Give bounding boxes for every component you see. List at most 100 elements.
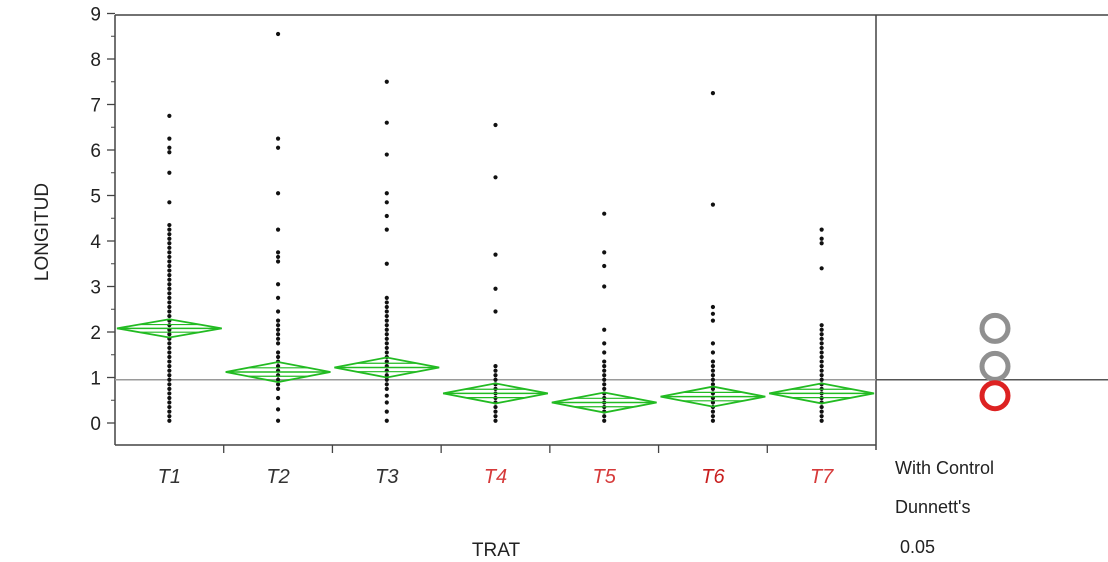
data-point-t1 — [167, 313, 172, 319]
data-point-t6 — [710, 400, 716, 405]
data-point-t1 — [167, 309, 172, 314]
data-point-t3 — [384, 345, 389, 351]
data-point-t2 — [275, 377, 281, 382]
data-point-t7 — [819, 404, 824, 410]
y-tick-label: 7 — [90, 96, 101, 117]
data-point-t6 — [710, 382, 716, 387]
x-tick-label-t2: T2 — [266, 466, 289, 488]
data-point-t4 — [493, 418, 498, 423]
data-point-t1 — [167, 232, 172, 237]
data-point-t1 — [167, 300, 172, 305]
y-tick-label: 5 — [90, 187, 101, 208]
y-tick-label: 0 — [90, 414, 101, 435]
side-panel-label-alpha: 0.05 — [900, 537, 935, 557]
data-point-t1 — [167, 291, 172, 296]
data-point-t2 — [275, 407, 281, 412]
data-point-t1 — [167, 332, 172, 337]
data-point-t4 — [493, 252, 498, 257]
data-point-t4 — [493, 414, 498, 419]
data-point-t6 — [710, 350, 716, 355]
data-point-t3 — [384, 191, 389, 196]
data-point-t1 — [167, 354, 172, 360]
data-point-t2 — [275, 395, 281, 401]
data-point-t3 — [384, 418, 389, 423]
comparison-circles-layer — [979, 312, 1011, 412]
data-point-t2 — [275, 364, 281, 369]
data-point-t7 — [819, 409, 824, 414]
data-point-t1 — [167, 391, 172, 396]
data-point-t7 — [819, 236, 824, 241]
data-point-t1 — [167, 400, 172, 405]
data-point-t4 — [493, 122, 498, 128]
data-point-t6 — [710, 418, 716, 423]
data-point-t5 — [602, 341, 607, 346]
data-point-t7 — [819, 350, 824, 355]
x-tick-label-t7: T7 — [810, 466, 834, 488]
x-tick-label-t4: T4 — [484, 466, 507, 488]
data-point-t3 — [384, 309, 389, 314]
data-point-t7 — [819, 359, 824, 364]
data-point-t2 — [275, 327, 281, 332]
data-point-t1 — [167, 295, 172, 300]
data-point-t7 — [819, 418, 824, 423]
x-tick-label-t5: T5 — [593, 466, 617, 488]
y-tick-label: 4 — [90, 232, 101, 253]
data-point-t3 — [384, 227, 389, 232]
data-point-t3 — [384, 318, 389, 323]
data-point-t1 — [167, 136, 172, 141]
data-point-t3 — [384, 400, 389, 405]
data-point-t1 — [167, 145, 172, 150]
data-point-t1 — [167, 345, 172, 351]
data-point-t1 — [167, 323, 172, 328]
data-point-t1 — [167, 418, 172, 423]
data-point-t6 — [710, 359, 716, 364]
data-point-t5 — [602, 284, 607, 289]
data-point-t1 — [167, 236, 172, 241]
data-point-t2 — [275, 282, 281, 287]
data-point-t1 — [167, 414, 172, 419]
data-point-t1 — [167, 222, 172, 228]
data-point-t2 — [275, 309, 281, 314]
data-point-t6 — [710, 377, 716, 382]
y-axis: 0 1 2 3 4 5 6 7 8 9 — [90, 5, 115, 435]
side-panel-label-dunnetts: Dunnett's — [895, 497, 970, 517]
data-point-t4 — [493, 409, 498, 414]
data-point-t3 — [384, 304, 389, 310]
data-point-t6 — [710, 91, 716, 96]
data-point-t5 — [602, 418, 607, 423]
data-point-t3 — [384, 200, 389, 205]
data-point-t6 — [710, 386, 716, 391]
data-point-t5 — [602, 263, 607, 269]
y-tick-label: 9 — [90, 5, 101, 26]
data-point-t6 — [710, 364, 716, 369]
data-point-t1 — [167, 273, 172, 278]
data-point-t1 — [167, 282, 172, 287]
data-point-t1 — [167, 254, 172, 260]
data-point-t2 — [275, 318, 281, 323]
data-point-t4 — [493, 404, 498, 410]
data-point-t3 — [384, 327, 389, 332]
data-point-t1 — [167, 359, 172, 364]
y-tick-label: 6 — [90, 141, 101, 162]
data-point-t6 — [710, 409, 716, 414]
data-point-t1 — [167, 227, 172, 232]
data-point-t1 — [167, 245, 172, 250]
data-point-t2 — [275, 354, 281, 360]
data-point-t1 — [167, 277, 172, 282]
data-point-t1 — [167, 113, 172, 118]
comparison-circle-1 — [979, 312, 1011, 344]
data-point-t3 — [384, 409, 389, 414]
means-diamonds-layer — [116, 318, 875, 414]
data-point-t6 — [710, 341, 716, 346]
data-point-t4 — [493, 309, 498, 314]
data-point-t2 — [275, 136, 281, 141]
data-point-t2 — [275, 250, 281, 255]
data-point-t2 — [275, 382, 281, 387]
data-point-t1 — [167, 395, 172, 401]
data-point-t3 — [384, 350, 389, 355]
data-point-t6 — [710, 311, 716, 316]
data-point-t7 — [819, 414, 824, 419]
y-tick-label: 2 — [90, 323, 101, 344]
data-point-t7 — [819, 364, 824, 369]
